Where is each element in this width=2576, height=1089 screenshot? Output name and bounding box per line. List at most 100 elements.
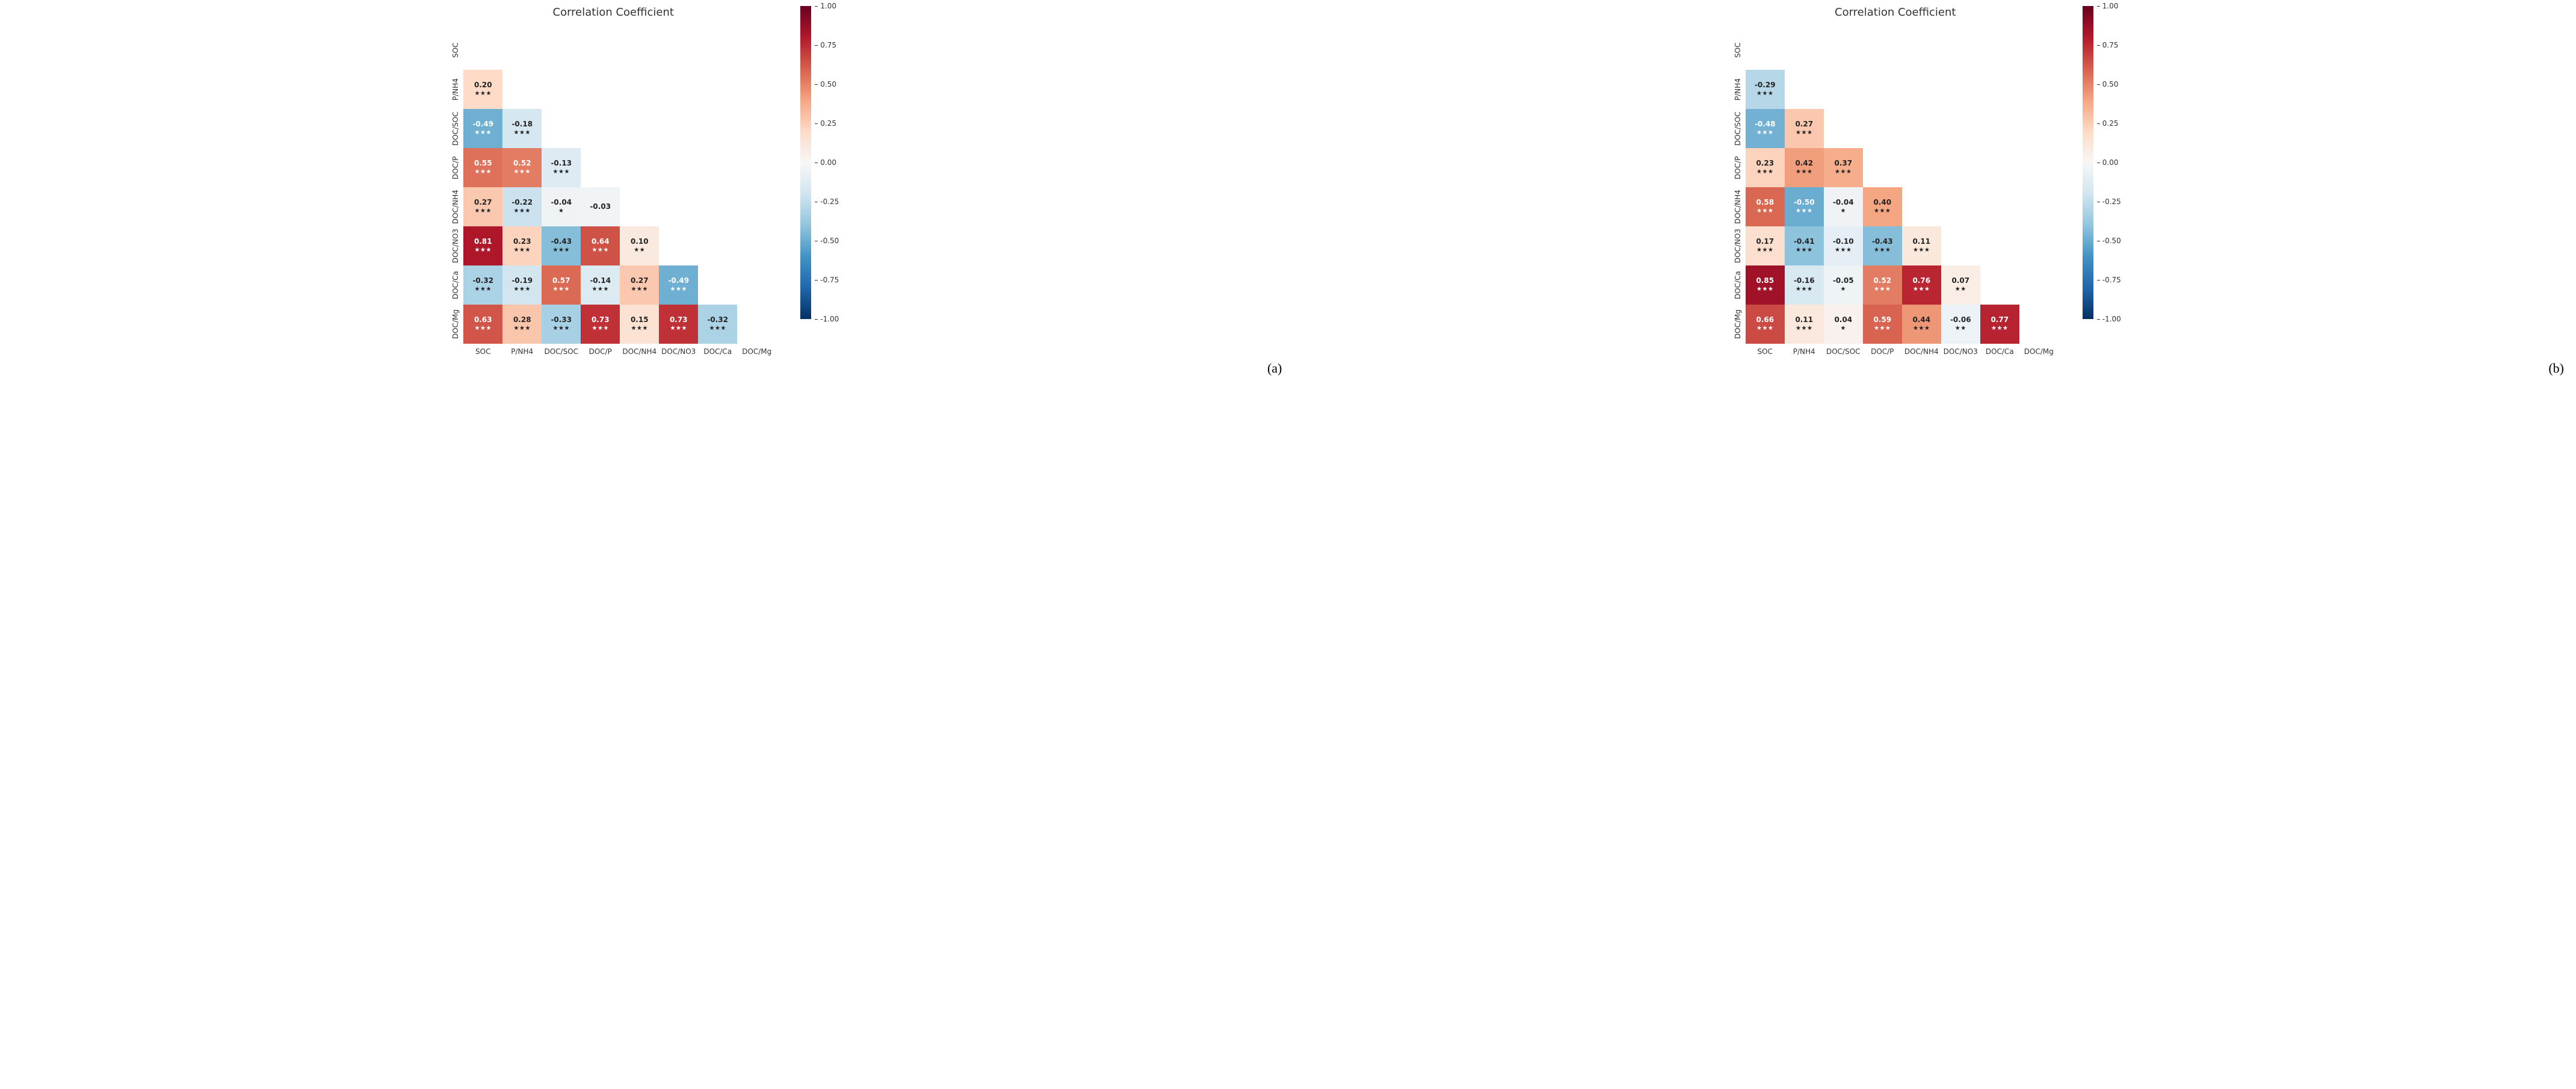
y-axis-label: DOC/NO3 xyxy=(1732,226,1743,265)
heatmap-cell xyxy=(698,265,737,305)
cell-value: -0.06 xyxy=(1950,316,1971,324)
heatmap-cell: -0.32★★★ xyxy=(463,265,502,305)
panel-a-title: Correlation Coefficient xyxy=(450,6,776,19)
cell-significance: ★★★ xyxy=(709,325,726,332)
panel-a-colorbar-gradient xyxy=(800,6,811,319)
heatmap-cell xyxy=(2019,70,2059,109)
cell-value: 0.23 xyxy=(513,238,531,246)
cell-value: 0.42 xyxy=(1795,160,1813,168)
heatmap-cell xyxy=(620,187,659,226)
cell-significance: ★★★ xyxy=(514,129,531,137)
cell-value: 0.58 xyxy=(1756,199,1774,207)
cell-value: 0.20 xyxy=(474,81,492,90)
heatmap-cell xyxy=(659,148,698,187)
heatmap-cell xyxy=(1863,148,1902,187)
cell-significance: ★★ xyxy=(1955,325,1966,332)
cell-value: 0.44 xyxy=(1912,316,1930,324)
cell-significance: ★★★ xyxy=(592,325,609,332)
figure: Correlation Coefficient SOCP/NH4DOC/SOCD… xyxy=(0,0,2576,376)
cell-value: -0.29 xyxy=(1755,81,1776,90)
heatmap-cell: 0.76★★★ xyxy=(1902,265,1941,305)
cell-value: 0.76 xyxy=(1912,277,1930,285)
x-axis-label: P/NH4 xyxy=(1785,347,1824,356)
cell-value: -0.22 xyxy=(511,199,533,207)
cell-value: 0.81 xyxy=(474,238,492,246)
cell-significance: ★★★ xyxy=(1874,325,1891,332)
colorbar-tick: -0.50 xyxy=(2097,237,2121,245)
y-axis-label: DOC/SOC xyxy=(450,109,461,148)
cell-significance: ★ xyxy=(1841,208,1846,215)
colorbar-tick: 0.50 xyxy=(815,80,836,88)
panel-b-colorbar-gradient xyxy=(2083,6,2093,319)
heatmap-cell xyxy=(1785,31,1824,70)
heatmap-cell xyxy=(1746,31,1785,70)
heatmap-cell: -0.14★★★ xyxy=(581,265,620,305)
heatmap-cell: 0.77★★★ xyxy=(1980,305,2019,344)
cell-value: -0.04 xyxy=(551,199,572,207)
cell-value: -0.04 xyxy=(1833,199,1854,207)
heatmap-cell: -0.50★★★ xyxy=(1785,187,1824,226)
x-axis-label: DOC/P xyxy=(581,347,620,356)
heatmap-cell: 0.66★★★ xyxy=(1746,305,1785,344)
cell-significance: ★★★ xyxy=(1913,286,1930,293)
heatmap-cell xyxy=(1902,70,1941,109)
heatmap-cell xyxy=(463,31,502,70)
heatmap-cell: 0.55★★★ xyxy=(463,148,502,187)
cell-value: 0.73 xyxy=(670,316,688,324)
cell-value: -0.41 xyxy=(1794,238,1815,246)
cell-value: 0.57 xyxy=(552,277,570,285)
panel-a-colorbar: -1.00-0.75-0.50-0.250.000.250.500.751.00 xyxy=(800,6,844,319)
cell-significance: ★★★ xyxy=(514,169,531,176)
cell-value: 0.59 xyxy=(1873,316,1891,324)
heatmap-cell xyxy=(698,148,737,187)
heatmap-cell xyxy=(659,226,698,265)
x-axis-label: DOC/NO3 xyxy=(659,347,698,356)
heatmap-cell: -0.43★★★ xyxy=(542,226,581,265)
heatmap-cell: -0.48★★★ xyxy=(1746,109,1785,148)
heatmap-cell: -0.41★★★ xyxy=(1785,226,1824,265)
heatmap-cell xyxy=(1863,70,1902,109)
colorbar-tick: 0.75 xyxy=(815,41,836,49)
cell-value: -0.03 xyxy=(590,203,611,211)
colorbar-tick: -0.75 xyxy=(2097,276,2121,284)
y-axis-label: DOC/Ca xyxy=(1732,265,1743,305)
y-axis-label: DOC/P xyxy=(1732,148,1743,187)
y-axis-label: DOC/NO3 xyxy=(450,226,461,265)
x-axis-label: SOC xyxy=(463,347,502,356)
heatmap-cell xyxy=(2019,265,2059,305)
colorbar-tick: 0.00 xyxy=(815,158,836,167)
cell-significance: ★★★ xyxy=(475,208,492,215)
heatmap-cell: -0.32★★★ xyxy=(698,305,737,344)
colorbar-tick: -0.50 xyxy=(815,237,839,245)
y-axis-label: P/NH4 xyxy=(1732,70,1743,109)
cell-significance: ★★★ xyxy=(1874,247,1891,254)
heatmap-cell: 0.23★★★ xyxy=(1746,148,1785,187)
cell-value: -0.32 xyxy=(707,316,728,324)
heatmap-cell xyxy=(620,148,659,187)
heatmap-cell xyxy=(1980,70,2019,109)
cell-value: 0.52 xyxy=(513,160,531,168)
cell-value: -0.49 xyxy=(668,277,689,285)
heatmap-cell xyxy=(1902,109,1941,148)
x-axis-label: P/NH4 xyxy=(502,347,542,356)
cell-significance: ★★★ xyxy=(592,247,609,254)
panel-b-heatmap-area: SOCP/NH4DOC/SOCDOC/PDOC/NH4DOC/NO3DOC/Ca… xyxy=(1732,31,2059,356)
cell-significance: ★★★ xyxy=(1756,325,1773,332)
heatmap-cell: 0.28★★★ xyxy=(502,305,542,344)
cell-value: 0.27 xyxy=(631,277,649,285)
cell-significance: ★★★ xyxy=(1756,90,1773,98)
cell-value: 0.11 xyxy=(1795,316,1813,324)
cell-significance: ★★★ xyxy=(592,286,609,293)
cell-value: 0.11 xyxy=(1912,238,1930,246)
cell-significance: ★★★ xyxy=(1796,208,1812,215)
heatmap-cell xyxy=(581,31,620,70)
cell-value: -0.05 xyxy=(1833,277,1854,285)
cell-significance: ★★★ xyxy=(1796,325,1812,332)
heatmap-cell: 0.52★★★ xyxy=(1863,265,1902,305)
heatmap-cell xyxy=(1980,31,2019,70)
cell-value: -0.43 xyxy=(551,238,572,246)
cell-significance: ★★★ xyxy=(1913,247,1930,254)
heatmap-cell xyxy=(620,109,659,148)
panel-b-label: (b) xyxy=(2548,361,2570,376)
correlation-heatmap: 0.20★★★-0.49★★★-0.18★★★0.55★★★0.52★★★-0.… xyxy=(463,31,776,344)
